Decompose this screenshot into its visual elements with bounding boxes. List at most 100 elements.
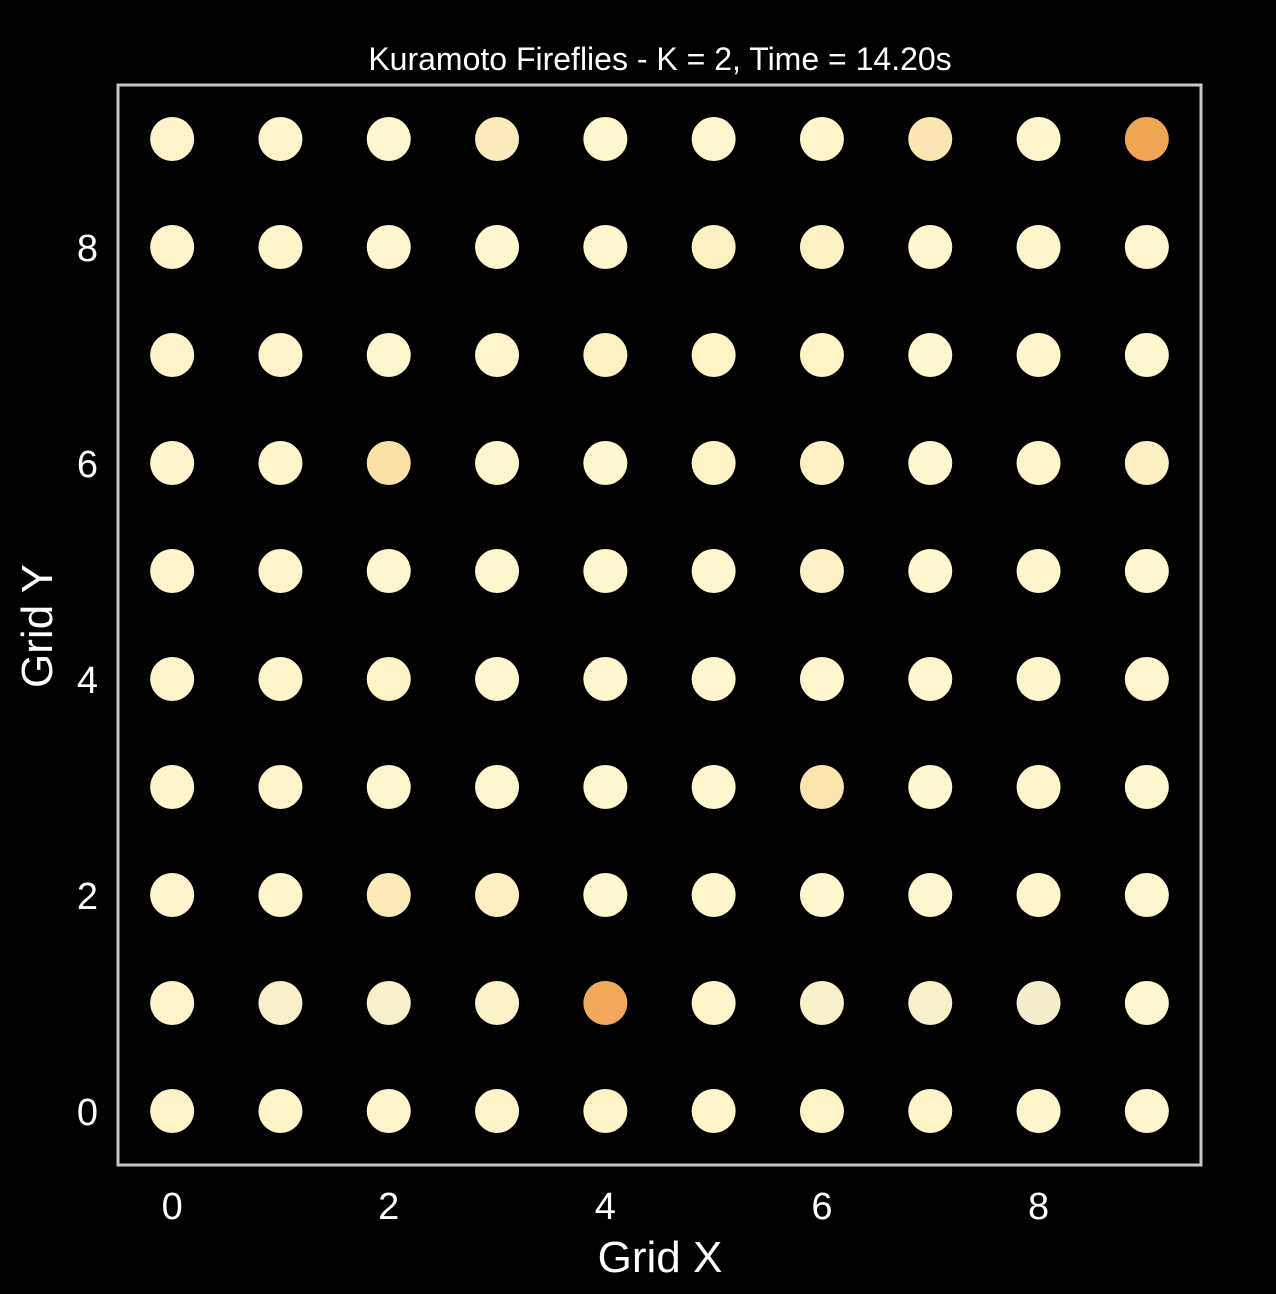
- firefly-dot-x9-y4: [1124, 657, 1169, 701]
- firefly-dot-x6-y7: [799, 333, 844, 377]
- firefly-dot-x9-y1: [1124, 981, 1169, 1025]
- firefly-dot-x6-y3: [799, 765, 844, 809]
- y-tick-2: 2: [77, 876, 98, 918]
- firefly-dot-x4-y9: [583, 117, 628, 161]
- x-tick-0: 0: [162, 1186, 183, 1228]
- firefly-dot-x1-y8: [258, 225, 303, 269]
- firefly-dot-x0-y8: [150, 225, 195, 269]
- firefly-dot-x5-y4: [691, 657, 736, 701]
- y-tick-0: 0: [77, 1092, 98, 1134]
- firefly-dot-x1-y9: [258, 117, 303, 161]
- firefly-dot-x0-y6: [150, 441, 195, 485]
- firefly-dot-x6-y9: [799, 117, 844, 161]
- firefly-dot-x4-y3: [583, 765, 628, 809]
- firefly-dot-x1-y1: [258, 981, 303, 1025]
- firefly-dot-x1-y2: [258, 873, 303, 917]
- firefly-dot-x3-y7: [475, 333, 520, 377]
- firefly-dot-x4-y2: [583, 873, 628, 917]
- firefly-dot-x6-y1: [799, 981, 844, 1025]
- firefly-dot-x9-y0: [1124, 1089, 1169, 1133]
- firefly-dot-x6-y2: [799, 873, 844, 917]
- firefly-dot-x0-y0: [150, 1089, 195, 1133]
- firefly-dot-x4-y8: [583, 225, 628, 269]
- y-axis-label: Grid Y: [13, 564, 62, 688]
- firefly-dot-x4-y6: [583, 441, 628, 485]
- x-tick-8: 8: [1028, 1186, 1049, 1228]
- firefly-dot-x5-y8: [691, 225, 736, 269]
- firefly-dot-x7-y8: [908, 225, 953, 269]
- firefly-dots: [150, 117, 1169, 1133]
- firefly-dot-x9-y2: [1124, 873, 1169, 917]
- firefly-dot-x8-y9: [1016, 117, 1061, 161]
- firefly-dot-x6-y8: [799, 225, 844, 269]
- firefly-dot-x7-y9: [908, 117, 953, 161]
- firefly-dot-x5-y6: [691, 441, 736, 485]
- firefly-dot-x3-y5: [475, 549, 520, 593]
- firefly-dot-x0-y7: [150, 333, 195, 377]
- firefly-dot-x7-y4: [908, 657, 953, 701]
- firefly-dot-x5-y9: [691, 117, 736, 161]
- chart-title: Kuramoto Fireflies - K = 2, Time = 14.20…: [368, 41, 951, 77]
- firefly-dot-x1-y6: [258, 441, 303, 485]
- firefly-dot-x1-y7: [258, 333, 303, 377]
- firefly-dot-x5-y7: [691, 333, 736, 377]
- x-tick-4: 4: [595, 1186, 616, 1228]
- firefly-dot-x7-y2: [908, 873, 953, 917]
- firefly-dot-x6-y6: [799, 441, 844, 485]
- firefly-dot-x2-y9: [366, 117, 411, 161]
- firefly-dot-x2-y4: [366, 657, 411, 701]
- firefly-dot-x2-y8: [366, 225, 411, 269]
- plot-frame: [116, 83, 1203, 1167]
- firefly-dot-x6-y4: [799, 657, 844, 701]
- x-tick-2: 2: [378, 1186, 399, 1228]
- firefly-dot-x9-y8: [1124, 225, 1169, 269]
- firefly-dot-x9-y6: [1124, 441, 1169, 485]
- firefly-dot-x0-y1: [150, 981, 195, 1025]
- firefly-dot-x5-y5: [691, 549, 736, 593]
- firefly-dot-x5-y1: [691, 981, 736, 1025]
- firefly-dot-x0-y9: [150, 117, 195, 161]
- firefly-dot-x2-y5: [366, 549, 411, 593]
- firefly-dot-x0-y5: [150, 549, 195, 593]
- x-axis-label: Grid X: [598, 1233, 723, 1282]
- firefly-dot-x1-y0: [258, 1089, 303, 1133]
- firefly-dot-x9-y3: [1124, 765, 1169, 809]
- firefly-dot-x7-y5: [908, 549, 953, 593]
- x-tick-6: 6: [811, 1186, 832, 1228]
- firefly-dot-x3-y4: [475, 657, 520, 701]
- firefly-dot-x8-y4: [1016, 657, 1061, 701]
- firefly-dot-x3-y3: [475, 765, 520, 809]
- y-tick-4: 4: [77, 660, 98, 702]
- firefly-dot-x1-y4: [258, 657, 303, 701]
- firefly-dot-x3-y9: [475, 117, 520, 161]
- firefly-dot-x2-y0: [366, 1089, 411, 1133]
- firefly-dot-x2-y7: [366, 333, 411, 377]
- firefly-dot-x0-y3: [150, 765, 195, 809]
- firefly-dot-x4-y0: [583, 1089, 628, 1133]
- y-tick-8: 8: [77, 228, 98, 270]
- firefly-dot-x7-y7: [908, 333, 953, 377]
- firefly-dot-x7-y0: [908, 1089, 953, 1133]
- firefly-dot-x3-y6: [475, 441, 520, 485]
- firefly-dot-x5-y0: [691, 1089, 736, 1133]
- firefly-dot-x4-y1: [583, 981, 628, 1025]
- firefly-dot-x7-y1: [908, 981, 953, 1025]
- firefly-dot-x3-y0: [475, 1089, 520, 1133]
- firefly-dot-x8-y0: [1016, 1089, 1061, 1133]
- firefly-dot-x8-y2: [1016, 873, 1061, 917]
- firefly-dot-x8-y3: [1016, 765, 1061, 809]
- firefly-dot-x4-y4: [583, 657, 628, 701]
- firefly-dot-x8-y1: [1016, 981, 1061, 1025]
- firefly-dot-x5-y3: [691, 765, 736, 809]
- firefly-dot-x3-y1: [475, 981, 520, 1025]
- firefly-dot-x9-y7: [1124, 333, 1169, 377]
- firefly-dot-x3-y2: [475, 873, 520, 917]
- firefly-dot-x8-y7: [1016, 333, 1061, 377]
- firefly-dot-x7-y3: [908, 765, 953, 809]
- firefly-dot-x1-y5: [258, 549, 303, 593]
- firefly-dot-x7-y6: [908, 441, 953, 485]
- firefly-dot-x3-y8: [475, 225, 520, 269]
- firefly-dot-x4-y7: [583, 333, 628, 377]
- y-tick-6: 6: [77, 444, 98, 486]
- firefly-dot-x2-y1: [366, 981, 411, 1025]
